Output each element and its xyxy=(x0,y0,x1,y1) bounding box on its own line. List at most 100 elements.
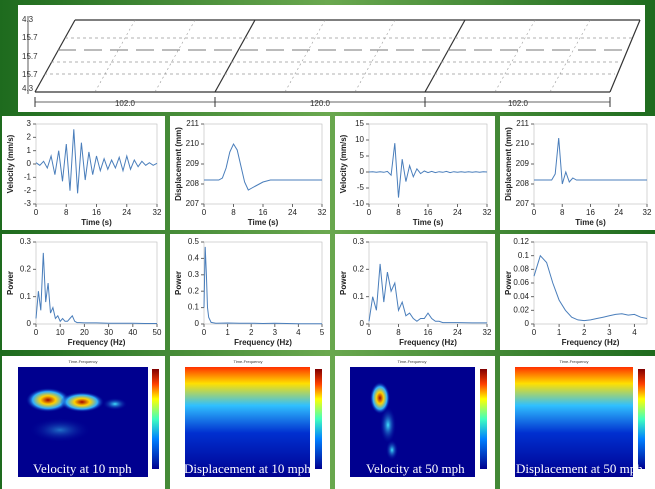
data-line xyxy=(533,254,648,322)
y-axis-label: Power xyxy=(504,271,513,295)
x-tick-label: 32 xyxy=(318,208,327,217)
chart-panel: -10 -5 0 5 10 15 0 8 16 24 32 Time (s) Velocity (mm/… xyxy=(335,116,495,230)
x-tick-label: 4 xyxy=(296,328,301,337)
data-line xyxy=(35,129,158,194)
caption: Velocity at 10 mph xyxy=(33,461,132,476)
y-tick-label: 0.3 xyxy=(188,270,200,279)
y-tick-label: 0 xyxy=(360,167,365,176)
x-tick-label: 0 xyxy=(532,208,537,217)
y-tick-label: 0.1 xyxy=(188,303,200,312)
y-tick-label: 0.1 xyxy=(518,251,530,260)
x-tick-label: 0 xyxy=(532,328,537,337)
bridge-diagram: 4.3 15.7 15.7 15.7 4.3 102.0 120.0 102.0 xyxy=(18,5,645,112)
y-tick-label: -3 xyxy=(24,199,32,208)
y-tick-label: 0.4 xyxy=(188,254,200,263)
x-tick-label: 1 xyxy=(225,328,230,337)
span-label: 120.0 xyxy=(310,99,331,108)
x-tick-label: 4 xyxy=(632,328,637,337)
x-tick-label: 24 xyxy=(453,328,462,337)
caption: Velocity at 50 mph xyxy=(366,461,465,476)
x-tick-label: 8 xyxy=(64,208,69,217)
data-line xyxy=(204,142,322,191)
spectrogram-title: Time-Frequency xyxy=(69,359,98,364)
x-axis-label: Time (s) xyxy=(413,218,444,227)
x-tick-label: 0 xyxy=(202,208,207,217)
dim-label: 15.7 xyxy=(22,52,38,61)
y-tick-label: 0.06 xyxy=(513,278,529,287)
y-tick-label: 208 xyxy=(186,179,200,188)
y-tick-label: 10 xyxy=(355,135,364,144)
panel-bg xyxy=(335,234,495,350)
data-line xyxy=(35,252,157,324)
x-tick-label: 24 xyxy=(614,208,623,217)
x-tick-label: 16 xyxy=(424,208,433,217)
chart-panel: 207 208 209 210 211 0 8 16 24 32 Time (s) Displacem… xyxy=(170,116,330,230)
x-tick-label: 32 xyxy=(483,328,492,337)
spectrogram-title: Time-Frequency xyxy=(234,359,263,364)
x-tick-label: 0 xyxy=(34,208,39,217)
y-tick-label: 211 xyxy=(516,119,529,128)
x-tick-label: 0 xyxy=(202,328,207,337)
x-axis-label: Time (s) xyxy=(248,218,279,227)
x-tick-label: 30 xyxy=(104,328,113,337)
x-tick-label: 24 xyxy=(122,208,131,217)
x-tick-label: 16 xyxy=(586,208,595,217)
caption: Displacement at 50 mph xyxy=(516,461,643,476)
y-tick-label: 0 xyxy=(360,319,365,328)
x-tick-label: 16 xyxy=(92,208,101,217)
x-tick-label: 40 xyxy=(128,328,137,337)
dim-label: 4.3 xyxy=(22,15,34,24)
y-tick-label: 209 xyxy=(516,159,530,168)
chart-panel: 0 0.02 0.04 0.06 0.08 0.1 0.12 0 1 2 3 4 Frequency (… xyxy=(500,234,655,350)
y-axis-label: Displacement (mm) xyxy=(174,127,183,201)
panel-bg xyxy=(170,116,330,230)
x-axis-label: Frequency (Hz) xyxy=(68,338,126,347)
y-tick-label: 2 xyxy=(27,132,32,141)
span-label: 102.0 xyxy=(508,99,529,108)
data-line xyxy=(368,143,488,198)
y-tick-label: 1 xyxy=(27,146,32,155)
y-tick-label: 0.08 xyxy=(513,264,529,273)
x-tick-label: 2 xyxy=(249,328,254,337)
y-tick-label: -10 xyxy=(352,199,364,208)
spectrogram: Time-Frequency Velocity at 10 mph xyxy=(2,356,165,489)
y-axis-label: Power xyxy=(339,271,348,295)
x-tick-label: 5 xyxy=(320,328,325,337)
x-tick-label: 8 xyxy=(560,208,565,217)
x-tick-label: 20 xyxy=(80,328,89,337)
y-tick-label: 0.2 xyxy=(188,286,200,295)
x-axis-label: Frequency (Hz) xyxy=(399,338,457,347)
span-label: 102.0 xyxy=(115,99,136,108)
y-tick-label: 0.2 xyxy=(20,264,32,273)
panel-bg xyxy=(2,116,165,230)
x-axis-label: Frequency (Hz) xyxy=(234,338,292,347)
x-tick-label: 24 xyxy=(288,208,297,217)
x-tick-label: 10 xyxy=(56,328,65,337)
x-axis-label: Frequency (Hz) xyxy=(562,338,620,347)
panel-bg xyxy=(500,116,655,230)
y-tick-label: 0.1 xyxy=(20,292,32,301)
y-tick-label: 0.02 xyxy=(513,305,529,314)
x-tick-label: 50 xyxy=(153,328,162,337)
data-line xyxy=(203,246,322,325)
spectrogram-title: Time-Frequency xyxy=(398,359,427,364)
chart-panel: 0 0.1 0.2 0.3 0 10 20 30 40 50 Frequency (Hz) Power xyxy=(2,234,165,350)
panel-bg xyxy=(2,234,165,350)
y-axis-label: Power xyxy=(174,271,183,295)
chart-panel: 0 0.1 0.2 0.3 0.4 0.5 0 1 2 3 4 5 Frequency (Hz) Powe… xyxy=(170,234,330,350)
x-tick-label: 24 xyxy=(453,208,462,217)
spectrogram: Time-Frequency Displacement at 50 mph xyxy=(500,356,655,489)
x-tick-label: 32 xyxy=(153,208,162,217)
y-tick-label: -2 xyxy=(24,186,32,195)
y-tick-label: 0 xyxy=(525,319,530,328)
dim-label: 4.3 xyxy=(22,84,34,93)
x-tick-label: 16 xyxy=(259,208,268,217)
y-tick-label: 210 xyxy=(516,139,530,148)
x-tick-label: 1 xyxy=(557,328,562,337)
x-tick-label: 32 xyxy=(643,208,652,217)
y-axis-label: Velocity (mm/s) xyxy=(6,134,15,193)
y-tick-label: 208 xyxy=(516,179,530,188)
data-line xyxy=(368,263,487,324)
y-axis-label: Velocity (mm/s) xyxy=(339,134,348,193)
chart-panel: 0 0.1 0.2 0.3 0 8 16 24 32 Frequency (Hz) Power xyxy=(335,234,495,350)
